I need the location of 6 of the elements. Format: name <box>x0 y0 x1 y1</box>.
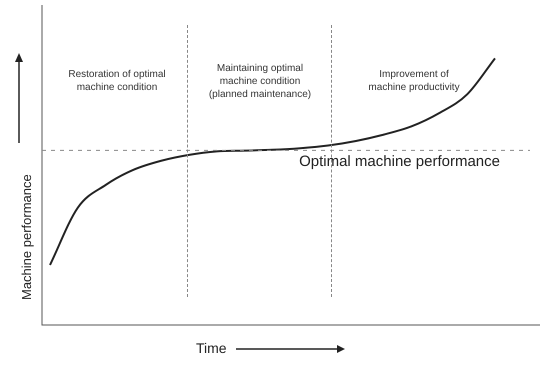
y-axis-title: Machine performance <box>19 174 34 300</box>
ref-line-label: Optimal machine performance <box>299 152 500 170</box>
x-axis-title: Time <box>196 340 227 356</box>
annotation: Restoration of optimal machine condition <box>67 68 167 94</box>
annotation: Maintaining optimal machine condition (planned maintenance) <box>208 62 312 101</box>
annotation: Improvement of machine productivity <box>367 68 461 94</box>
